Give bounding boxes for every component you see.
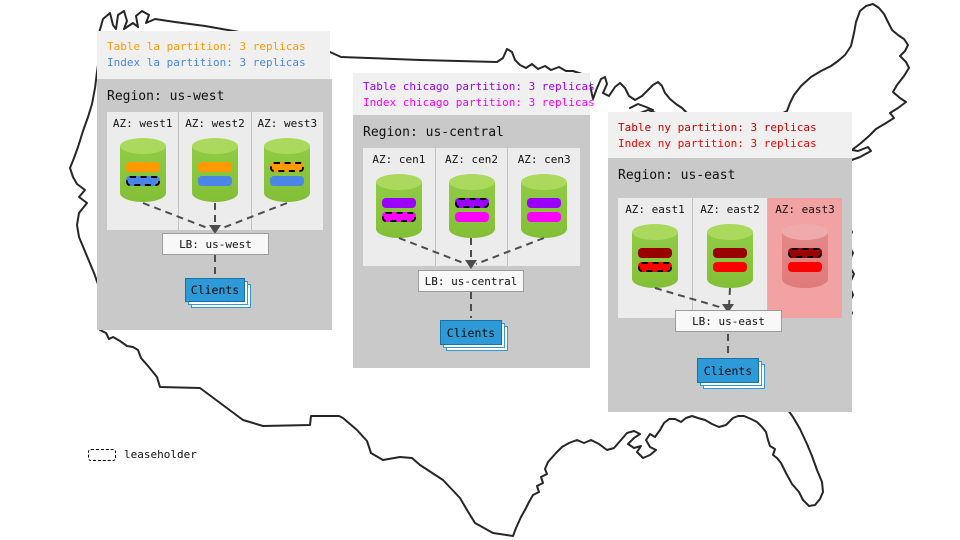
- index-replica-leaseholder-bar: [638, 262, 672, 272]
- database-cylinder-icon: [448, 174, 495, 238]
- partition-callout-us-west: Table la partition: 3 replicas Index la …: [97, 31, 330, 79]
- index-replica-bar: [527, 212, 562, 222]
- az-label: AZ: cen2: [445, 153, 498, 166]
- table-replica-leaseholder-bar: [788, 248, 822, 258]
- database-cylinder-down-icon: [782, 224, 828, 288]
- callout-index-partition: Index chicago partition: 3 replicas: [363, 96, 595, 109]
- region-us-east: Region: us-east AZ: east1 AZ: east2: [608, 158, 852, 412]
- index-replica-bar: [197, 176, 232, 186]
- az-label: AZ: cen3: [517, 153, 571, 166]
- leaseholder-label: leaseholder: [124, 448, 197, 461]
- table-replica-bar: [713, 248, 747, 258]
- database-cylinder-icon: [264, 138, 311, 202]
- clients-box-us-west: Clients: [185, 278, 245, 302]
- region-us-west: Region: us-west AZ: west1 AZ: west2: [97, 79, 332, 330]
- az-label: AZ: east1: [625, 203, 685, 216]
- load-balancer-us-east: LB: us-east: [675, 310, 782, 332]
- index-replica-bar: [454, 212, 489, 222]
- region-title: Region: us-central: [363, 125, 504, 140]
- index-replica-bar: [788, 262, 822, 272]
- region-title: Region: us-east: [618, 168, 736, 183]
- clients-box-us-central: Clients: [440, 320, 502, 345]
- database-cylinder-icon: [375, 174, 422, 238]
- table-replica-bar: [638, 248, 672, 258]
- az-west2: AZ: west2: [179, 112, 252, 230]
- az-label: AZ: east2: [700, 203, 760, 216]
- table-replica-leaseholder-bar: [270, 162, 305, 172]
- az-west3: AZ: west3: [251, 112, 323, 230]
- az-row: AZ: cen1 AZ: cen2 AZ: cen3: [363, 148, 581, 266]
- database-cylinder-icon: [521, 174, 568, 238]
- load-balancer-us-west: LB: us-west: [162, 233, 269, 255]
- leaseholder-legend: leaseholder: [88, 448, 197, 461]
- callout-index-partition: Index ny partition: 3 replicas: [618, 137, 817, 150]
- index-replica-bar: [270, 176, 305, 186]
- partition-callout-us-east: Table ny partition: 3 replicas Index ny …: [608, 112, 852, 158]
- region-us-central: Region: us-central AZ: cen1 AZ: cen2: [353, 115, 590, 368]
- az-label: AZ: west3: [257, 117, 318, 130]
- callout-index-partition: Index la partition: 3 replicas: [107, 56, 306, 69]
- index-replica-leaseholder-bar: [125, 176, 160, 186]
- az-row: AZ: east1 AZ: east2 AZ: east3: [618, 198, 842, 318]
- callout-table-partition: Table chicago partition: 3 replicas: [363, 80, 595, 93]
- callout-table-partition: Table la partition: 3 replicas: [107, 40, 306, 53]
- database-cylinder-icon: [119, 138, 166, 202]
- az-east3-down: AZ: east3: [768, 198, 842, 318]
- callout-table-partition: Table ny partition: 3 replicas: [618, 121, 817, 134]
- partition-callout-us-central: Table chicago partition: 3 replicas Inde…: [353, 73, 595, 115]
- index-replica-bar: [713, 262, 747, 272]
- database-cylinder-icon: [632, 224, 678, 288]
- az-label: AZ: cen1: [372, 153, 426, 166]
- region-title: Region: us-west: [107, 89, 225, 104]
- az-label: AZ: west2: [185, 117, 245, 130]
- az-cen1: AZ: cen1: [363, 148, 436, 266]
- database-cylinder-icon: [707, 224, 753, 288]
- az-east2: AZ: east2: [693, 198, 768, 318]
- table-replica-leaseholder-bar: [454, 198, 489, 208]
- az-east1: AZ: east1: [618, 198, 693, 318]
- az-cen3: AZ: cen3: [508, 148, 581, 266]
- az-label: AZ: east3: [775, 203, 835, 216]
- table-replica-bar: [527, 198, 562, 208]
- az-west1: AZ: west1: [107, 112, 180, 230]
- az-cen2: AZ: cen2: [435, 148, 509, 266]
- load-balancer-us-central: LB: us-central: [418, 270, 524, 292]
- index-replica-leaseholder-bar: [381, 212, 416, 222]
- table-replica-bar: [125, 162, 160, 172]
- az-label: AZ: west1: [112, 117, 173, 130]
- table-replica-bar: [381, 198, 416, 208]
- clients-box-us-east: Clients: [697, 358, 759, 383]
- az-row: AZ: west1 AZ: west2 AZ: west3: [107, 112, 323, 230]
- table-replica-bar: [197, 162, 232, 172]
- leaseholder-dashed-box-icon: [88, 448, 116, 461]
- database-cylinder-icon: [191, 138, 238, 202]
